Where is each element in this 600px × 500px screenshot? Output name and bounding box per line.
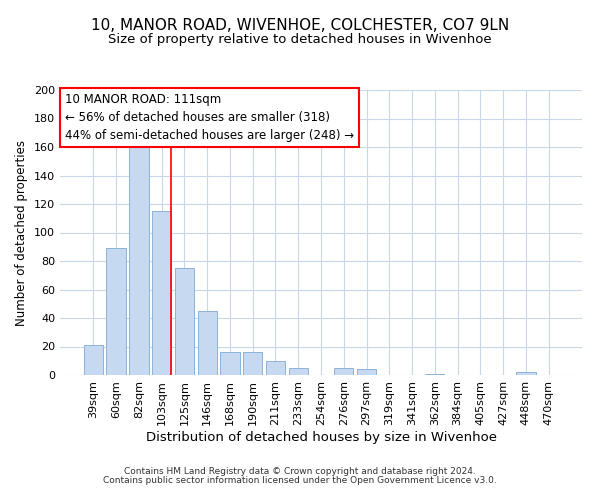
Text: 10 MANOR ROAD: 111sqm
← 56% of detached houses are smaller (318)
44% of semi-det: 10 MANOR ROAD: 111sqm ← 56% of detached …	[65, 93, 355, 142]
Bar	[84, 345, 103, 375]
Text: Contains HM Land Registry data © Crown copyright and database right 2024.: Contains HM Land Registry data © Crown c…	[124, 467, 476, 476]
Text: 10, MANOR ROAD, WIVENHOE, COLCHESTER, CO7 9LN: 10, MANOR ROAD, WIVENHOE, COLCHESTER, CO…	[91, 18, 509, 32]
Bar	[243, 352, 262, 375]
Bar	[129, 138, 149, 375]
Bar	[220, 352, 239, 375]
Bar	[266, 361, 285, 375]
Bar	[106, 248, 126, 375]
Bar	[357, 370, 376, 375]
Bar	[197, 311, 217, 375]
X-axis label: Distribution of detached houses by size in Wivenhoe: Distribution of detached houses by size …	[146, 430, 497, 444]
Bar	[425, 374, 445, 375]
Bar	[175, 268, 194, 375]
Text: Contains public sector information licensed under the Open Government Licence v3: Contains public sector information licen…	[103, 476, 497, 485]
Bar	[334, 368, 353, 375]
Bar	[516, 372, 536, 375]
Y-axis label: Number of detached properties: Number of detached properties	[16, 140, 28, 326]
Bar	[289, 368, 308, 375]
Bar	[152, 211, 172, 375]
Text: Size of property relative to detached houses in Wivenhoe: Size of property relative to detached ho…	[108, 32, 492, 46]
